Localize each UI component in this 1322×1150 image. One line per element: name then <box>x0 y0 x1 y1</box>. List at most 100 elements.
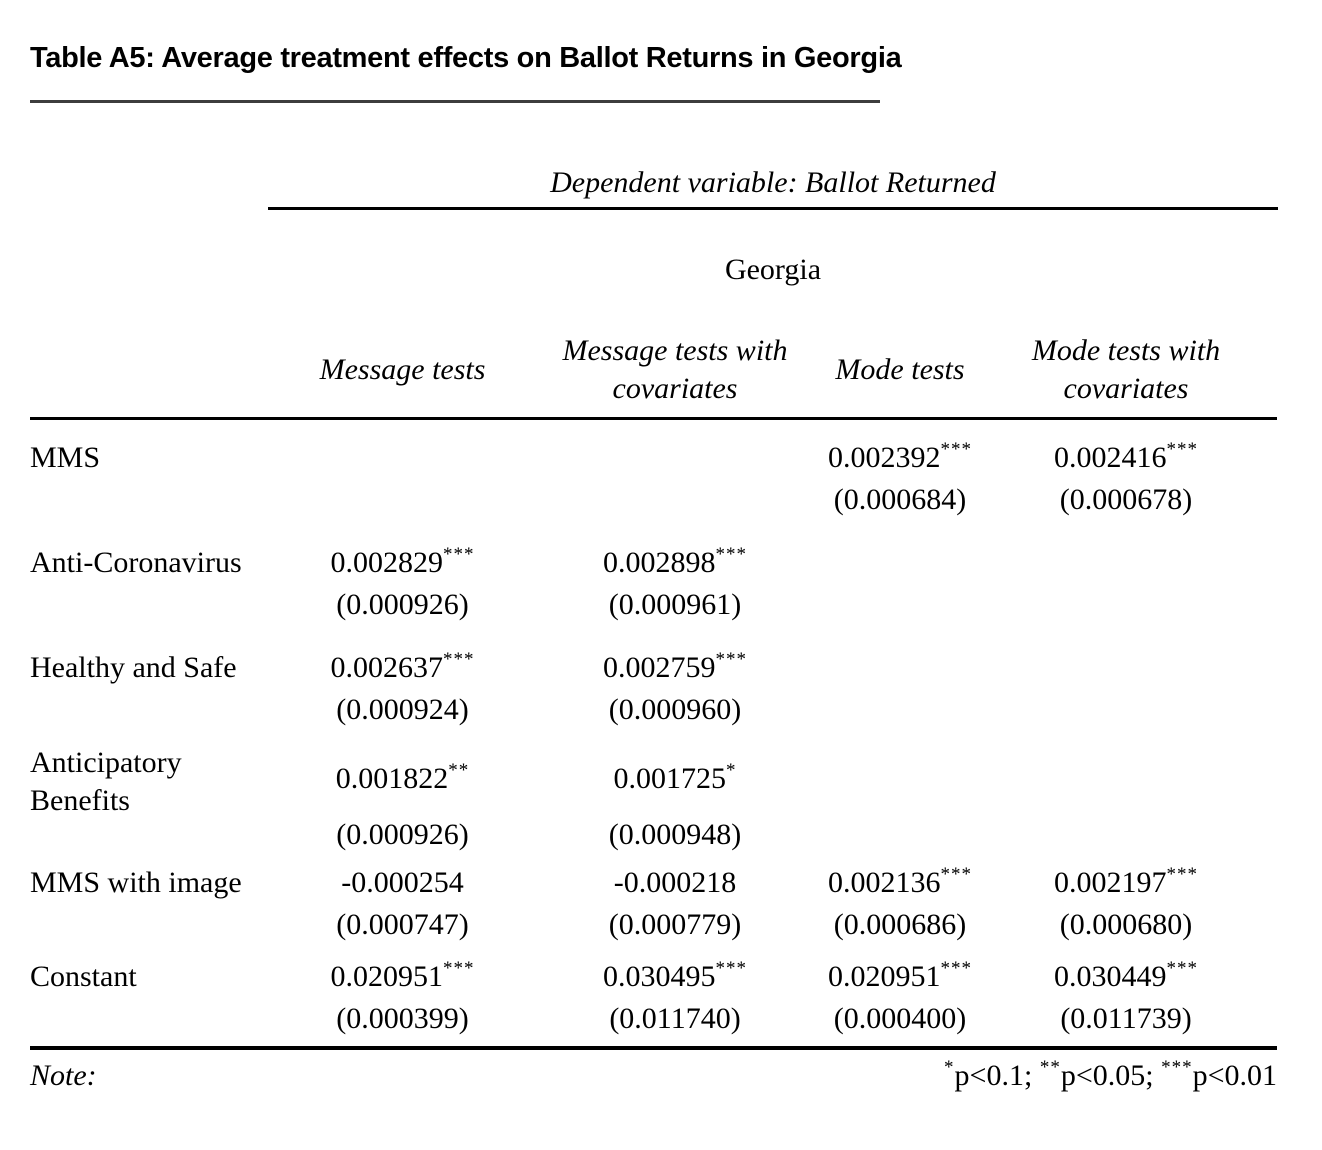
column-header-message-tests: Message tests <box>319 353 486 386</box>
coef-cell <box>280 421 525 526</box>
coef-value: 0.020951*** <box>330 958 475 993</box>
coef-cell: 0.020951*** (0.000400) <box>825 954 975 1046</box>
table-row-anticipatory-benefits: Anticipatory Benefits 0.001822** (0.0009… <box>30 736 1277 860</box>
coef-cell: 0.001725* (0.000948) <box>525 736 825 860</box>
legend-item: *p<0.1; <box>944 1057 1040 1092</box>
table-row-mms-with-image: MMS with image -0.000254 (0.000747) -0.0… <box>30 860 1277 954</box>
coef-value: 0.030449*** <box>1054 958 1198 993</box>
regression-table: MMS 0.002392*** (0.000684) 0.002416*** (… <box>30 421 1277 1046</box>
coef-value: 0.002392*** <box>828 439 972 474</box>
table-row-anti-coronavirus: Anti-Coronavirus 0.002829*** (0.000926) … <box>30 526 1277 631</box>
coef-cell: 0.030495*** (0.011740) <box>525 954 825 1046</box>
se-value: (0.000399) <box>336 1002 469 1035</box>
coef-cell <box>825 526 975 631</box>
legend-item: ***p<0.01 <box>1161 1057 1277 1092</box>
group-header-georgia: Georgia <box>724 253 822 286</box>
se-value: (0.000926) <box>336 588 469 621</box>
coef-cell <box>975 631 1277 736</box>
coef-value: 0.002898*** <box>603 544 747 579</box>
legend-text: p<0.01 <box>1192 1059 1277 1092</box>
coef-cell <box>825 736 975 860</box>
coef-cell: -0.000218 (0.000779) <box>525 860 825 954</box>
note-label: Note: <box>30 1059 97 1092</box>
coef-cell: 0.002637*** (0.000924) <box>280 631 525 736</box>
coef-cell: 0.002416*** (0.000678) <box>975 421 1277 526</box>
significance-stars: *** <box>443 958 475 979</box>
coef-cell: 0.002759*** (0.000960) <box>525 631 825 736</box>
se-value: (0.000926) <box>336 818 469 851</box>
se-value: (0.000680) <box>1059 908 1193 941</box>
significance-stars: *** <box>940 864 972 885</box>
dependent-variable-rule <box>268 207 1278 210</box>
coef-value: 0.002759*** <box>603 649 747 684</box>
se-value: (0.000678) <box>1059 483 1193 516</box>
se-value: (0.000948) <box>608 818 742 851</box>
legend-item: **p<0.05; <box>1039 1057 1162 1092</box>
coef-cell: 0.002898*** (0.000961) <box>525 526 825 631</box>
coef-cell <box>975 526 1277 631</box>
se-value: (0.000686) <box>833 908 967 941</box>
coef-value: 0.002637*** <box>330 649 475 684</box>
coef-value: -0.000218 <box>613 866 737 899</box>
significance-stars: *** <box>715 544 747 565</box>
coef-value: 0.002829*** <box>330 544 475 579</box>
row-label: Constant <box>30 960 137 993</box>
row-label: MMS <box>30 441 101 474</box>
se-value: (0.000961) <box>608 588 742 621</box>
table-row-mms: MMS 0.002392*** (0.000684) 0.002416*** (… <box>30 421 1277 526</box>
coef-cell <box>825 631 975 736</box>
coef-value: 0.030495*** <box>603 958 747 993</box>
se-value: (0.000747) <box>336 908 469 941</box>
coef-value: -0.000254 <box>341 866 464 899</box>
se-value: (0.000684) <box>833 483 967 516</box>
title-rule <box>30 100 880 103</box>
se-value: (0.000960) <box>608 693 742 726</box>
se-value: (0.000924) <box>336 693 469 726</box>
coef-cell: -0.000254 (0.000747) <box>280 860 525 954</box>
coef-value: 0.001822** <box>335 760 470 795</box>
significance-stars: *** <box>940 439 972 460</box>
coef-cell: 0.002136*** (0.000686) <box>825 860 975 954</box>
significance-stars: ** <box>1039 1057 1061 1078</box>
bottom-rule <box>30 1046 1277 1050</box>
se-value: (0.000400) <box>833 1002 967 1035</box>
significance-stars: *** <box>1166 864 1198 885</box>
legend-text: p<0.05; <box>1060 1059 1162 1092</box>
coef-cell: 0.002392*** (0.000684) <box>825 421 975 526</box>
significance-legend: *p<0.1; **p<0.05; ***p<0.01 <box>500 1056 1277 1096</box>
header-rule <box>30 417 1277 420</box>
column-header-mode-tests-covariates: Mode tests with covariates <box>1031 334 1221 405</box>
table-row-constant: Constant 0.020951*** (0.000399) 0.030495… <box>30 954 1277 1046</box>
coef-cell: 0.002197*** (0.000680) <box>975 860 1277 954</box>
coef-value: 0.002197*** <box>1054 864 1198 899</box>
column-header-message-tests-covariates: Message tests with covariates <box>562 334 788 405</box>
significance-stars: *** <box>715 958 747 979</box>
coef-value: 0.001725* <box>613 760 737 795</box>
legend-text: p<0.1; <box>954 1059 1040 1092</box>
significance-stars: * <box>944 1057 955 1078</box>
coef-cell: 0.001822** (0.000926) <box>280 736 525 860</box>
table-row-healthy-and-safe: Healthy and Safe 0.002637*** (0.000924) … <box>30 631 1277 736</box>
row-label: Anti-Coronavirus <box>30 546 242 579</box>
column-header-mode-tests: Mode tests <box>835 353 965 386</box>
significance-stars: *** <box>940 958 972 979</box>
se-value: (0.011740) <box>609 1002 741 1035</box>
se-value: (0.000779) <box>608 908 742 941</box>
coef-cell: 0.020951*** (0.000399) <box>280 954 525 1046</box>
significance-stars: *** <box>1166 439 1198 460</box>
coef-cell <box>525 421 825 526</box>
dependent-variable-header: Dependent variable: Ballot Returned <box>550 166 996 199</box>
coef-cell <box>975 736 1277 860</box>
coef-cell: 0.002829*** (0.000926) <box>280 526 525 631</box>
coef-value: 0.002416*** <box>1054 439 1198 474</box>
row-label: Healthy and Safe <box>30 651 237 684</box>
table-title: Table A5: Average treatment effects on B… <box>30 42 902 74</box>
significance-stars: *** <box>1166 958 1198 979</box>
row-label: Anticipatory Benefits <box>30 746 182 817</box>
significance-stars: ** <box>448 760 470 781</box>
significance-stars: *** <box>443 544 475 565</box>
significance-stars: *** <box>443 649 475 670</box>
significance-stars: *** <box>1161 1057 1193 1078</box>
coef-cell: 0.030449*** (0.011739) <box>975 954 1277 1046</box>
